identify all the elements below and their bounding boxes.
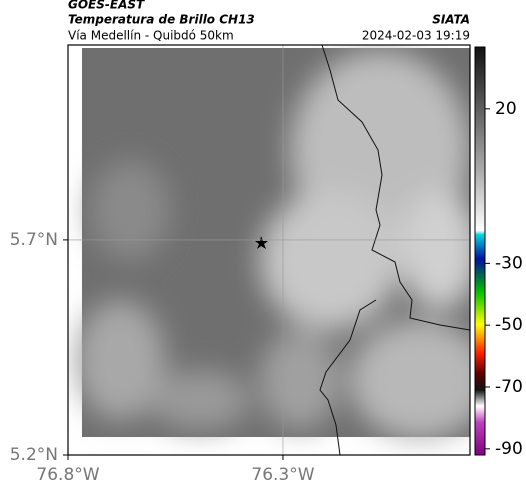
- y-tick-label: 5.7°N: [10, 230, 58, 250]
- x-tick-label: 76.8°W: [36, 465, 99, 485]
- y-tick-label: 5.2°N: [10, 445, 58, 465]
- colorbar-tick-label: -90: [495, 439, 523, 459]
- colorbar: [474, 46, 486, 456]
- source: SIATA: [432, 13, 470, 27]
- map-frame: [67, 44, 471, 456]
- colorbar-tick-label: 20: [495, 99, 517, 119]
- satellite-image: [75, 45, 470, 455]
- location-marker: [255, 236, 268, 249]
- colorbar-tick-label: -30: [495, 253, 523, 273]
- timestamp: 2024-02-03 19:19: [362, 29, 470, 43]
- subtitle: Temperatura de Brillo CH13: [68, 13, 255, 27]
- colorbar-tick-label: -70: [495, 377, 523, 397]
- region: Vía Medellín - Quibdó 50km: [68, 29, 234, 43]
- x-tick-label: 76.3°W: [251, 465, 314, 485]
- title: GOES-EAST: [68, 0, 145, 12]
- colorbar-tick-label: -50: [495, 315, 523, 335]
